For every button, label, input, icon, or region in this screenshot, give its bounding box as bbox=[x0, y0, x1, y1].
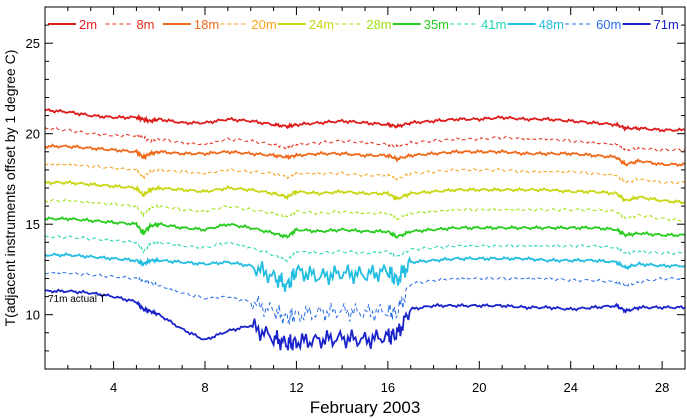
series-line-8m bbox=[44, 126, 685, 153]
series-line-18m bbox=[44, 143, 686, 167]
x-tick-label: 28 bbox=[655, 380, 669, 395]
series-line-41m bbox=[44, 234, 686, 263]
x-axis: 4 8 12 16 20 24 28 bbox=[44, 7, 686, 395]
series-line-28m bbox=[44, 198, 686, 222]
legend-label-48m: 48m bbox=[539, 17, 564, 32]
x-tick-label: 8 bbox=[201, 380, 208, 395]
series-line-2m bbox=[44, 108, 686, 133]
x-tick-label: 12 bbox=[289, 380, 303, 395]
x-tick-label: 20 bbox=[472, 380, 486, 395]
x-tick-label: 24 bbox=[563, 380, 577, 395]
legend-label-71m: 71m bbox=[654, 17, 679, 32]
legend-label-41m: 41m bbox=[481, 17, 506, 32]
legend-label-35m: 35m bbox=[424, 17, 449, 32]
series-line-71m bbox=[44, 288, 686, 352]
y-axis-label: T(adjacent instruments offset by 1 degre… bbox=[2, 50, 18, 327]
y-axis: 10 15 20 25 bbox=[26, 6, 685, 370]
legend-label-28m: 28m bbox=[366, 17, 391, 32]
legend-label-2m: 2m bbox=[79, 17, 97, 32]
series-line-48m bbox=[44, 252, 686, 292]
series-layer bbox=[44, 108, 686, 352]
y-tick-label: 25 bbox=[26, 36, 40, 51]
plot-frame bbox=[44, 6, 686, 370]
series-line-20m bbox=[44, 162, 686, 185]
x-axis-label: February 2003 bbox=[310, 398, 421, 417]
x-tick-label: 4 bbox=[110, 380, 117, 395]
legend-label-60m: 60m bbox=[596, 17, 621, 32]
series-line-35m bbox=[44, 216, 686, 239]
y-tick-label: 20 bbox=[26, 127, 40, 142]
legend-label-20m: 20m bbox=[251, 17, 276, 32]
legend-label-8m: 8m bbox=[136, 17, 154, 32]
y-tick-label: 15 bbox=[26, 217, 40, 232]
x-tick-label: 16 bbox=[381, 380, 395, 395]
legend: 2m 8m 18m 20m 24m 28m 35m 41m 48m 60m 71m bbox=[48, 17, 679, 32]
legend-label-24m: 24m bbox=[309, 17, 334, 32]
annotation-71m-actual: 71m actual T bbox=[48, 294, 106, 305]
y-tick-label: 10 bbox=[26, 308, 40, 323]
legend-label-18m: 18m bbox=[194, 17, 219, 32]
series-line-24m bbox=[44, 179, 686, 205]
